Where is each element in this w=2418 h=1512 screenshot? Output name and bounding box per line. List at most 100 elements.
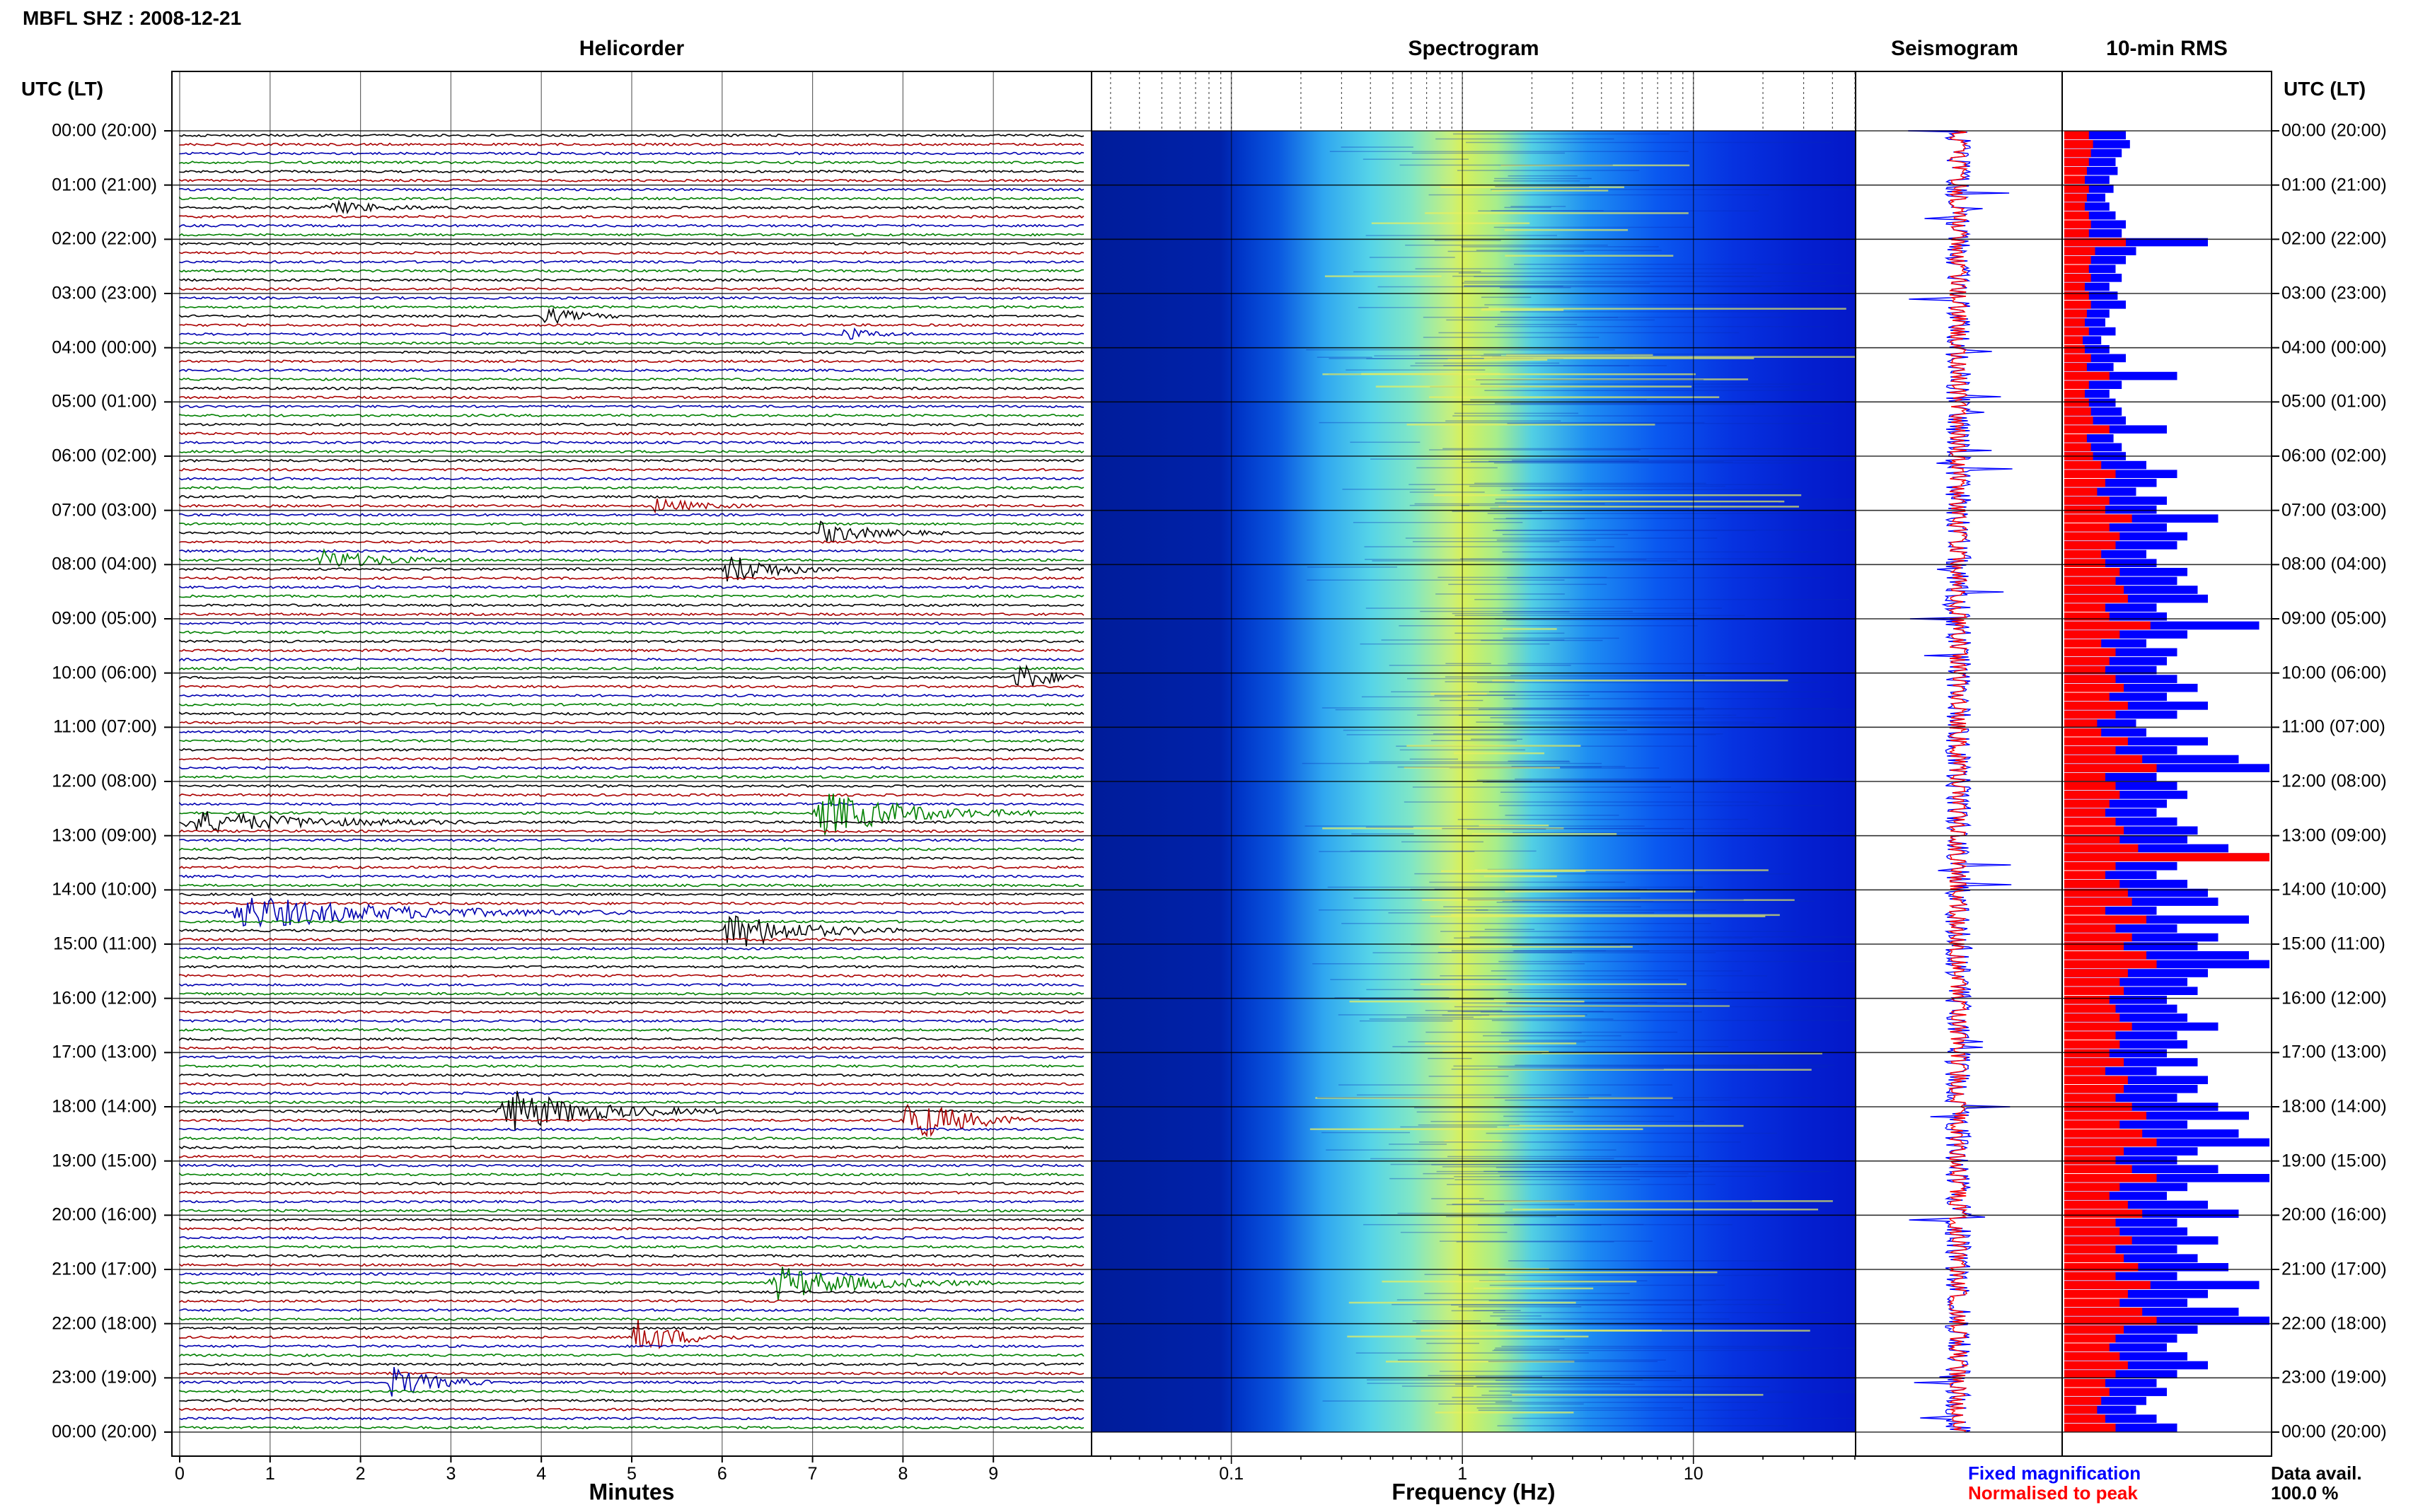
spectrogram-streak <box>1487 513 1842 514</box>
spectrogram-streak <box>1503 1115 1674 1117</box>
rms-bar-fixed <box>2064 229 2122 238</box>
rms-bar-normalised <box>2064 1049 2110 1058</box>
rms-bar-normalised <box>2064 630 2120 639</box>
time-label-left: 10:00 (06:00) <box>52 663 157 683</box>
spectrogram-streak <box>1488 1390 1855 1392</box>
rms-bar-fixed <box>2064 1156 2177 1165</box>
rms-bar-fixed <box>2064 1308 2239 1316</box>
rms-bar-fixed <box>2064 1352 2187 1361</box>
helicorder-trace <box>179 547 1084 567</box>
helicorder-trace <box>179 1218 1084 1222</box>
rms-bar-normalised <box>2064 380 2089 389</box>
rms-bar-fixed <box>2064 363 2114 371</box>
spectrogram-streak <box>1359 999 1494 1000</box>
helicorder-trace <box>179 775 1084 779</box>
spectrogram-streak <box>1481 1015 1585 1017</box>
spectrogram-streak <box>1501 1346 1800 1347</box>
rms-bar-fixed <box>2064 1049 2167 1058</box>
spectrogram-streak <box>1512 460 1855 461</box>
helicorder-trace <box>179 1055 1084 1059</box>
helicorder-trace <box>179 1172 1084 1177</box>
spectrogram-streak <box>1496 1324 1761 1326</box>
rms-bar-fixed <box>2064 630 2187 639</box>
spectrogram-streak <box>1479 708 1855 710</box>
spectrogram-streak <box>1363 158 1469 160</box>
helicorder-trace <box>179 199 1084 215</box>
spectrogram-streak <box>1369 761 1570 763</box>
spectrogram-streak <box>1457 818 1749 820</box>
spectrogram-streak <box>1492 679 1788 682</box>
rms-bar-normalised <box>2064 1388 2110 1397</box>
spectrogram-streak <box>1417 714 1696 716</box>
rms-bar-normalised <box>2064 282 2085 291</box>
spectrogram-streak <box>1462 404 1832 405</box>
helicorder-trace <box>179 441 1084 445</box>
spectrogram-streak <box>1473 1287 1594 1290</box>
helicorder-trace <box>179 296 1084 301</box>
spectrogram-streak <box>1429 396 1720 398</box>
rms-bar-fixed <box>2064 202 2110 211</box>
frequency-tick-label: 10 <box>1683 1464 1703 1484</box>
spectrogram-streak <box>1411 152 1566 154</box>
rms-bar-fixed <box>2064 282 2110 291</box>
spectrogram-streak <box>1452 1204 1505 1205</box>
spectrogram-streak <box>1472 356 1855 358</box>
helicorder-trace <box>179 738 1084 743</box>
time-label-left: 01:00 (21:00) <box>52 175 157 195</box>
spectrogram-streak <box>1481 308 1846 310</box>
spectrogram-streak <box>1434 694 1590 697</box>
helicorder-trace <box>179 269 1084 273</box>
spectrogram-streak <box>1479 1200 1752 1202</box>
spectrogram-streak <box>1422 899 1795 902</box>
rms-bar-normalised <box>2064 1245 2116 1254</box>
rms-bar-fixed <box>2064 1397 2146 1405</box>
helicorder-trace <box>179 793 1084 797</box>
rms-bar-fixed <box>2064 380 2122 389</box>
rms-bar-normalised <box>2064 416 2093 425</box>
spectrogram-streak <box>1338 1084 1673 1086</box>
helicorder-trace <box>179 450 1084 454</box>
seismogram-heading: Seismogram <box>1890 37 2019 60</box>
spectrogram-streak <box>1334 997 1450 999</box>
rms-bar-normalised <box>2064 1370 2116 1378</box>
spectrogram-streak <box>1464 281 1827 282</box>
spectrogram-streak <box>1498 960 1855 963</box>
time-label-right: 14:00 (10:00) <box>2281 879 2387 900</box>
spectrogram-streak <box>1467 694 1515 696</box>
spectrogram-streak <box>1365 235 1557 236</box>
spectrogram-streak <box>1512 489 1802 491</box>
spectrogram-streak <box>1451 1310 1505 1312</box>
time-label-left: 06:00 (02:00) <box>52 446 157 466</box>
rms-bar-normalised <box>2064 1272 2116 1281</box>
legend-fixed-magnification: Fixed magnification <box>1968 1462 2141 1484</box>
spectrogram-streak <box>1464 285 1850 286</box>
rms-bar-fixed <box>2064 702 2208 710</box>
rms-bar-normalised <box>2064 1165 2132 1173</box>
spectrogram-streak <box>1324 275 1442 277</box>
rms-bar-fixed <box>2064 291 2118 300</box>
rms-bar-normalised <box>2064 1085 2124 1093</box>
rms-bar-fixed <box>2064 479 2157 487</box>
spectrogram-streak <box>1440 186 1624 188</box>
spectrogram-streak <box>1474 598 1850 600</box>
spectrogram-streak <box>1494 1097 1815 1098</box>
spectrogram-streak <box>1413 989 1717 991</box>
spectrogram-streak <box>1510 206 1566 207</box>
spectrogram-streak <box>1423 1173 1689 1175</box>
minute-tick-label: 2 <box>355 1464 366 1484</box>
spectrogram-streak <box>1498 1171 1703 1173</box>
rms-bar-normalised <box>2064 301 2091 309</box>
rms-bar-fixed <box>2064 1174 2269 1182</box>
spectrogram-streak <box>1470 460 1724 463</box>
rms-bar-normalised <box>2064 648 2116 657</box>
rms-bar-fixed <box>2064 1245 2177 1254</box>
rms-bar-fixed <box>2064 443 2122 452</box>
rms-bar-normalised <box>2064 291 2089 300</box>
helicorder-trace <box>179 395 1084 400</box>
helicorder-trace <box>179 169 1084 174</box>
rms-bar-fixed <box>2064 737 2208 746</box>
rms-bar-fixed <box>2064 594 2208 603</box>
spectrogram-streak <box>1438 952 1572 953</box>
helicorder-trace <box>179 386 1084 390</box>
time-label-right: 21:00 (17:00) <box>2281 1259 2387 1279</box>
